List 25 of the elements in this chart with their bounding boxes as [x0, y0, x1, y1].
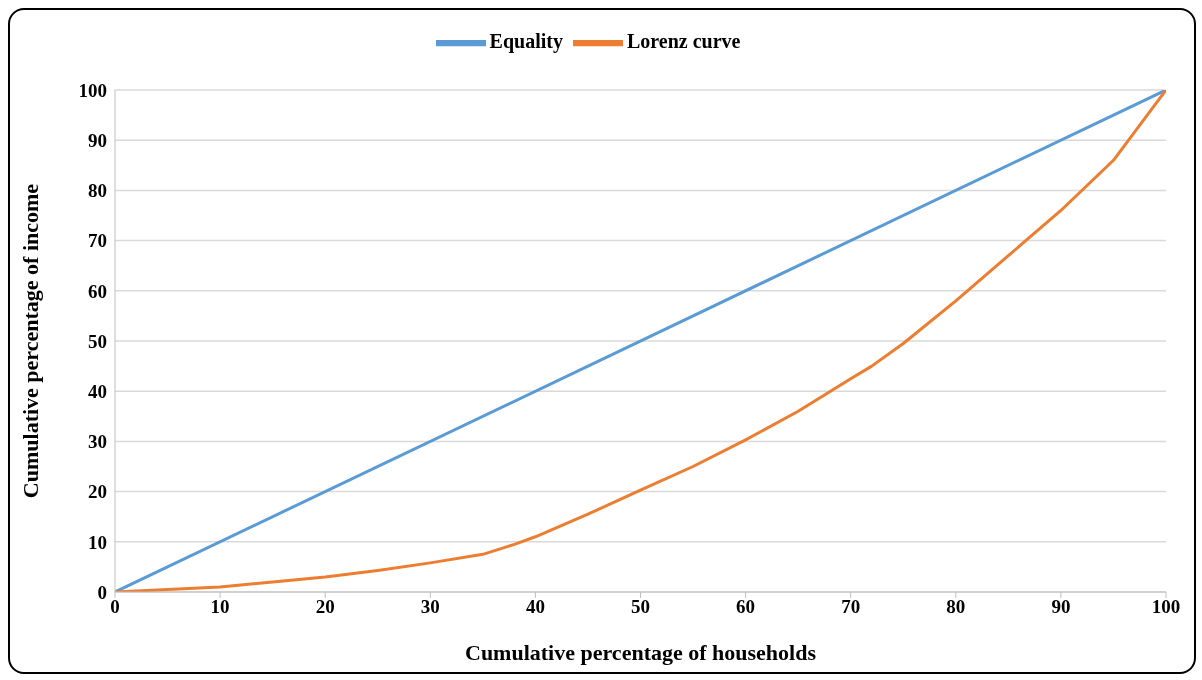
y-tick-label: 50 [88, 330, 107, 352]
y-tick-label: 20 [88, 481, 107, 503]
legend-label: Lorenz curve [626, 29, 741, 52]
x-tick-label: 70 [841, 596, 861, 618]
x-tick-label: 10 [210, 596, 230, 618]
x-tick-label: 80 [946, 596, 966, 618]
y-tick-label: 90 [88, 129, 107, 151]
legend-label: Equality [489, 29, 563, 52]
x-tick-label: 40 [525, 596, 545, 618]
x-tick-label: 30 [420, 596, 440, 618]
y-tick-label: 30 [88, 431, 107, 453]
x-tick-label: 90 [1051, 596, 1071, 618]
y-tick-label: 40 [88, 380, 107, 402]
y-tick-label: 0 [97, 581, 107, 603]
y-tick-label: 10 [88, 531, 107, 553]
y-tick-label: 70 [88, 230, 107, 252]
x-tick-label: 100 [1151, 596, 1181, 618]
x-tick-label: 20 [315, 596, 335, 618]
x-tick-label: 60 [736, 596, 756, 618]
y-tick-label: 60 [88, 280, 107, 302]
x-axis-title: Cumulative percentage of households [465, 640, 817, 665]
y-tick-label: 80 [88, 180, 107, 202]
x-tick-label: 50 [631, 596, 650, 618]
y-tick-label: 100 [78, 79, 107, 101]
y-axis-title: Cumulative percentage of income [17, 183, 43, 499]
